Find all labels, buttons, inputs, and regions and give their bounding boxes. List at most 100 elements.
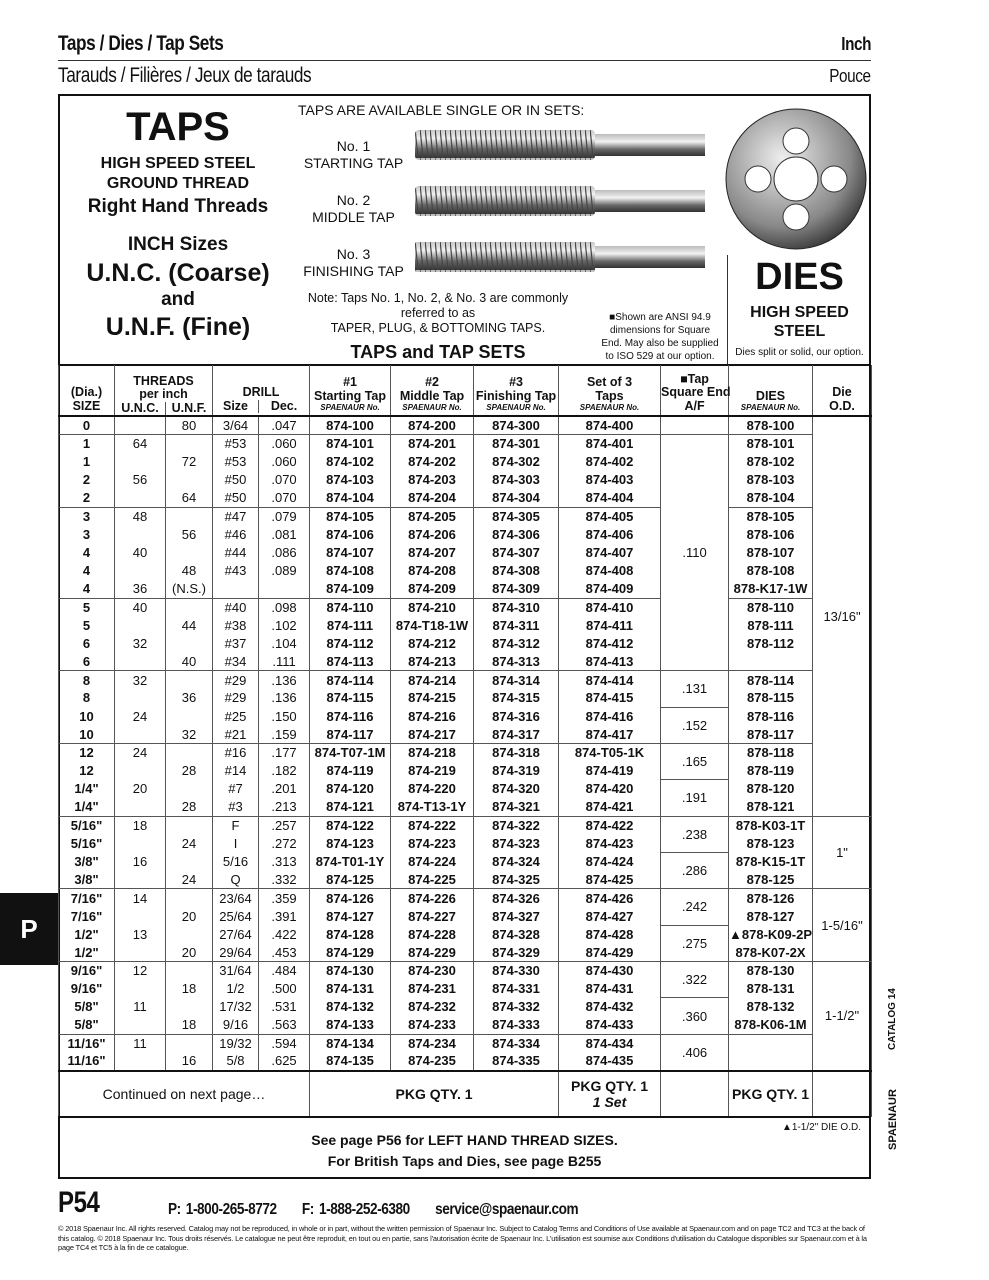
cell-dies[interactable]: 878-101 (728, 433, 814, 453)
cell-finishing-tap[interactable]: 874-304 (473, 489, 560, 508)
cell-set-of-3[interactable]: 874-408 (558, 561, 662, 580)
cell-dies[interactable]: 878-108 (728, 561, 814, 580)
cell-finishing-tap[interactable]: 874-325 (473, 870, 560, 889)
cell-finishing-tap[interactable]: 874-326 (473, 888, 560, 907)
cell-set-of-3[interactable]: 874-415 (558, 688, 662, 708)
cell-middle-tap[interactable]: 874-220 (390, 779, 475, 798)
cell-middle-tap[interactable]: 874-202 (390, 452, 475, 471)
cell-middle-tap[interactable]: 874-201 (390, 433, 475, 453)
cell-middle-tap[interactable]: 874-218 (390, 742, 475, 762)
cell-finishing-tap[interactable]: 874-334 (473, 1033, 560, 1053)
cell-middle-tap[interactable]: 874-225 (390, 870, 475, 889)
cell-starting-tap[interactable]: 874-126 (309, 888, 392, 907)
cell-set-of-3[interactable]: 874-405 (558, 506, 662, 526)
cell-set-of-3[interactable]: 874-409 (558, 579, 662, 599)
cell-set-of-3[interactable]: 874-434 (558, 1033, 662, 1053)
cell-finishing-tap[interactable]: 874-331 (473, 979, 560, 998)
cell-finishing-tap[interactable]: 874-314 (473, 670, 560, 689)
cell-starting-tap[interactable]: 874-119 (309, 761, 392, 780)
cell-finishing-tap[interactable]: 874-305 (473, 506, 560, 526)
cell-set-of-3[interactable]: 874-426 (558, 888, 662, 907)
fax[interactable]: F: 1-888-252-6380 (301, 1201, 410, 1218)
cell-dies[interactable]: 878-100 (728, 415, 814, 435)
cell-finishing-tap[interactable]: 874-333 (473, 1016, 560, 1035)
cell-finishing-tap[interactable]: 874-317 (473, 725, 560, 744)
cell-finishing-tap[interactable]: 874-307 (473, 543, 560, 562)
cell-middle-tap[interactable]: 874-200 (390, 415, 475, 435)
cell-dies[interactable]: 878-116 (728, 707, 814, 726)
cell-dies[interactable]: 878-K17-1W (728, 579, 814, 599)
cell-dies[interactable]: ▲878-K09-2P (728, 925, 814, 944)
cell-middle-tap[interactable]: 874-232 (390, 997, 475, 1016)
cell-finishing-tap[interactable]: 874-311 (473, 616, 560, 635)
cell-set-of-3[interactable]: 874-402 (558, 452, 662, 471)
cell-starting-tap[interactable]: 874-133 (309, 1016, 392, 1035)
section-tab[interactable]: P (0, 893, 58, 965)
cell-starting-tap[interactable]: 874-127 (309, 906, 392, 926)
phone[interactable]: P: 1-800-265-8772 (168, 1201, 277, 1218)
cell-set-of-3[interactable]: 874-407 (558, 543, 662, 562)
cell-set-of-3[interactable]: 874-411 (558, 616, 662, 635)
cell-middle-tap[interactable]: 874-223 (390, 834, 475, 853)
cell-starting-tap[interactable]: 874-T07-1M (309, 742, 392, 762)
cell-dies[interactable]: 878-119 (728, 761, 814, 780)
cell-middle-tap[interactable]: 874-206 (390, 525, 475, 544)
cell-middle-tap[interactable]: 874-209 (390, 579, 475, 599)
cell-dies[interactable]: 878-102 (728, 452, 814, 471)
cell-finishing-tap[interactable]: 874-324 (473, 852, 560, 871)
cell-starting-tap[interactable]: 874-117 (309, 725, 392, 744)
cell-middle-tap[interactable]: 874-233 (390, 1016, 475, 1035)
cell-dies[interactable]: 878-103 (728, 470, 814, 490)
cell-dies[interactable]: 878-K03-1T (728, 815, 814, 835)
cell-starting-tap[interactable]: 874-105 (309, 506, 392, 526)
cell-set-of-3[interactable]: 874-429 (558, 943, 662, 962)
cell-dies[interactable]: 878-131 (728, 979, 814, 998)
cell-middle-tap[interactable]: 874-235 (390, 1052, 475, 1071)
cell-starting-tap[interactable]: 874-102 (309, 452, 392, 471)
cell-finishing-tap[interactable]: 874-321 (473, 797, 560, 817)
cell-middle-tap[interactable]: 874-210 (390, 597, 475, 617)
cell-set-of-3[interactable]: 874-435 (558, 1052, 662, 1071)
cell-set-of-3[interactable]: 874-422 (558, 815, 662, 835)
cell-finishing-tap[interactable]: 874-313 (473, 652, 560, 671)
cell-starting-tap[interactable]: 874-115 (309, 688, 392, 708)
cell-starting-tap[interactable]: 874-112 (309, 634, 392, 653)
cell-middle-tap[interactable]: 874-205 (390, 506, 475, 526)
cell-set-of-3[interactable]: 874-414 (558, 670, 662, 689)
cell-dies[interactable]: 878-125 (728, 870, 814, 889)
cell-dies[interactable]: 878-114 (728, 670, 814, 689)
cell-starting-tap[interactable]: 874-114 (309, 670, 392, 689)
cell-middle-tap[interactable]: 874-222 (390, 815, 475, 835)
cell-dies[interactable]: 878-K15-1T (728, 852, 814, 871)
cell-starting-tap[interactable]: 874-100 (309, 415, 392, 435)
cell-middle-tap[interactable]: 874-204 (390, 489, 475, 508)
cell-starting-tap[interactable]: 874-129 (309, 943, 392, 962)
cell-finishing-tap[interactable]: 874-308 (473, 561, 560, 580)
cell-middle-tap[interactable]: 874-203 (390, 470, 475, 490)
cell-finishing-tap[interactable]: 874-323 (473, 834, 560, 853)
cell-starting-tap[interactable]: 874-106 (309, 525, 392, 544)
cell-finishing-tap[interactable]: 874-312 (473, 634, 560, 653)
cell-finishing-tap[interactable]: 874-318 (473, 742, 560, 762)
cell-dies[interactable]: 878-117 (728, 725, 814, 744)
cell-set-of-3[interactable]: 874-403 (558, 470, 662, 490)
cell-dies[interactable]: 878-130 (728, 960, 814, 980)
cell-starting-tap[interactable]: 874-108 (309, 561, 392, 580)
cell-set-of-3[interactable]: 874-432 (558, 997, 662, 1016)
cell-set-of-3[interactable]: 874-406 (558, 525, 662, 544)
cell-dies[interactable]: 878-105 (728, 506, 814, 526)
cell-finishing-tap[interactable]: 874-302 (473, 452, 560, 471)
cell-starting-tap[interactable]: 874-123 (309, 834, 392, 853)
cell-dies[interactable]: 878-127 (728, 906, 814, 926)
cell-finishing-tap[interactable]: 874-322 (473, 815, 560, 835)
cell-set-of-3[interactable]: 874-410 (558, 597, 662, 617)
cell-set-of-3[interactable]: 874-431 (558, 979, 662, 998)
cell-middle-tap[interactable]: 874-T13-1Y (390, 797, 475, 817)
cell-middle-tap[interactable]: 874-231 (390, 979, 475, 998)
cell-finishing-tap[interactable]: 874-328 (473, 925, 560, 944)
cell-set-of-3[interactable]: 874-423 (558, 834, 662, 853)
cell-dies[interactable]: 878-110 (728, 597, 814, 617)
cell-starting-tap[interactable]: 874-103 (309, 470, 392, 490)
cell-starting-tap[interactable]: 874-116 (309, 707, 392, 726)
cell-finishing-tap[interactable]: 874-335 (473, 1052, 560, 1071)
